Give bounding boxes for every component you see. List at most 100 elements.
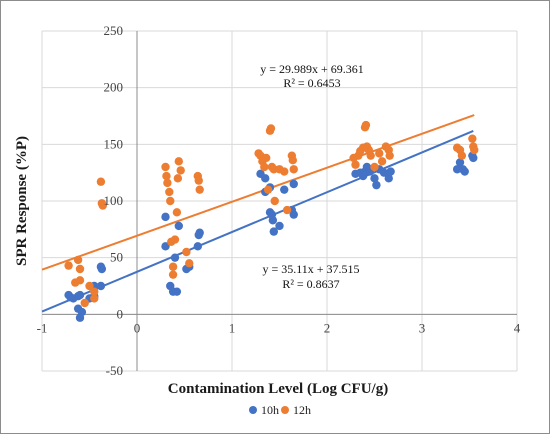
data-point-12h: [80, 298, 89, 308]
data-point-12h: [260, 162, 269, 172]
y-tick-label: 0: [117, 306, 124, 321]
trendline-equation-12h: y = 29.989x + 69.361: [260, 62, 364, 76]
data-point-12h: [370, 162, 379, 172]
data-point-12h: [176, 166, 185, 175]
data-point-10h: [261, 174, 270, 183]
data-point-12h: [280, 167, 289, 176]
data-point-10h: [460, 167, 469, 176]
data-point-10h: [161, 242, 170, 251]
axes: [42, 31, 517, 371]
data-point-12h: [366, 151, 375, 160]
legend: 10h 12h: [249, 403, 311, 417]
data-point-10h: [386, 167, 395, 176]
y-tick-label: 100: [104, 193, 124, 208]
data-point-10h: [379, 168, 389, 177]
data-point-12h: [166, 196, 175, 206]
data-point-12h: [457, 151, 467, 160]
data-point-12h: [85, 281, 94, 291]
data-point-12h: [161, 162, 170, 172]
data-point-10h: [195, 228, 204, 237]
data-point-10h: [77, 307, 87, 317]
y-tick-label: 250: [104, 23, 124, 38]
y-tick-label: 200: [104, 80, 124, 95]
data-point-10h: [193, 242, 202, 251]
data-point-12h: [173, 174, 183, 183]
trendline-r2-12h: R² = 0.6453: [283, 76, 340, 90]
data-points: [64, 120, 479, 322]
data-point-12h: [377, 157, 387, 166]
data-point-10h: [170, 253, 180, 262]
data-point-10h: [372, 180, 381, 190]
data-point-12h: [375, 149, 384, 158]
data-point-12h: [266, 124, 276, 133]
data-point-12h: [468, 134, 477, 143]
data-point-12h: [185, 259, 194, 268]
data-point-12h: [361, 120, 371, 130]
data-point-10h: [289, 179, 298, 189]
data-point-10h: [384, 174, 393, 183]
data-point-10h: [268, 216, 278, 225]
x-axis-title: Contamination Level (Log CFU/g): [168, 381, 388, 397]
data-point-12h: [270, 196, 279, 206]
data-point-12h: [172, 208, 182, 217]
data-point-12h: [90, 294, 99, 303]
data-point-12h: [194, 176, 203, 185]
data-point-12h: [262, 153, 271, 163]
legend-marker-12h: [281, 406, 289, 414]
x-tick-label: 2: [324, 320, 331, 335]
legend-label-12h: 12h: [293, 403, 311, 417]
data-point-12h: [163, 178, 172, 188]
data-point-10h: [75, 290, 85, 300]
trendlines: [41, 114, 475, 313]
data-point-12h: [289, 165, 298, 174]
y-tick-label: 150: [104, 136, 124, 151]
data-point-12h: [90, 287, 99, 296]
data-point-10h: [174, 221, 183, 231]
data-point-10h: [289, 210, 298, 219]
x-tick-label: 0: [134, 320, 141, 335]
data-point-10h: [469, 153, 478, 163]
data-point-12h: [182, 247, 191, 257]
data-point-12h: [263, 185, 273, 194]
labels: -50 0 50 100 150 200 250 -1 0 1 2 3 4: [37, 23, 521, 378]
data-point-12h: [168, 270, 178, 279]
data-point-12h: [162, 171, 171, 181]
data-point-12h: [165, 187, 174, 197]
x-tick-label: 1: [229, 320, 236, 335]
data-point-12h: [168, 262, 178, 271]
legend-marker-10h: [249, 406, 257, 414]
data-point-12h: [282, 205, 292, 215]
data-point-10h: [161, 212, 170, 222]
data-point-10h: [172, 287, 182, 296]
trendline-12h: [41, 114, 475, 271]
trendline-equation-10h: y = 35.11x + 37.515: [262, 262, 359, 276]
data-point-12h: [470, 145, 479, 155]
data-point-12h: [75, 276, 85, 285]
data-point-12h: [195, 185, 204, 194]
y-tick-label: -50: [106, 363, 123, 378]
data-point-12h: [73, 255, 83, 265]
data-point-12h: [385, 151, 394, 160]
trendline-r2-10h: R² = 0.8637: [282, 277, 339, 291]
trendline-10h: [41, 130, 474, 313]
legend-label-10h: 10h: [261, 403, 279, 417]
data-point-12h: [96, 177, 106, 186]
y-tick-label: 50: [110, 250, 123, 265]
x-tick-label: 3: [419, 320, 426, 335]
data-point-10h: [455, 158, 465, 167]
data-point-10h: [97, 264, 107, 274]
data-point-12h: [64, 261, 73, 270]
data-point-12h: [98, 201, 108, 210]
data-point-10h: [280, 185, 289, 194]
data-point-12h: [170, 235, 180, 244]
data-point-10h: [370, 174, 379, 183]
data-point-12h: [174, 157, 183, 166]
data-point-10h: [275, 221, 284, 231]
data-point-10h: [269, 227, 278, 236]
y-axis-title: SPR Response (%P): [14, 136, 30, 266]
x-tick-label: 4: [514, 320, 521, 335]
x-tick-label: -1: [37, 320, 48, 335]
data-point-12h: [288, 156, 297, 165]
data-point-12h: [75, 264, 85, 274]
data-point-12h: [351, 160, 360, 169]
